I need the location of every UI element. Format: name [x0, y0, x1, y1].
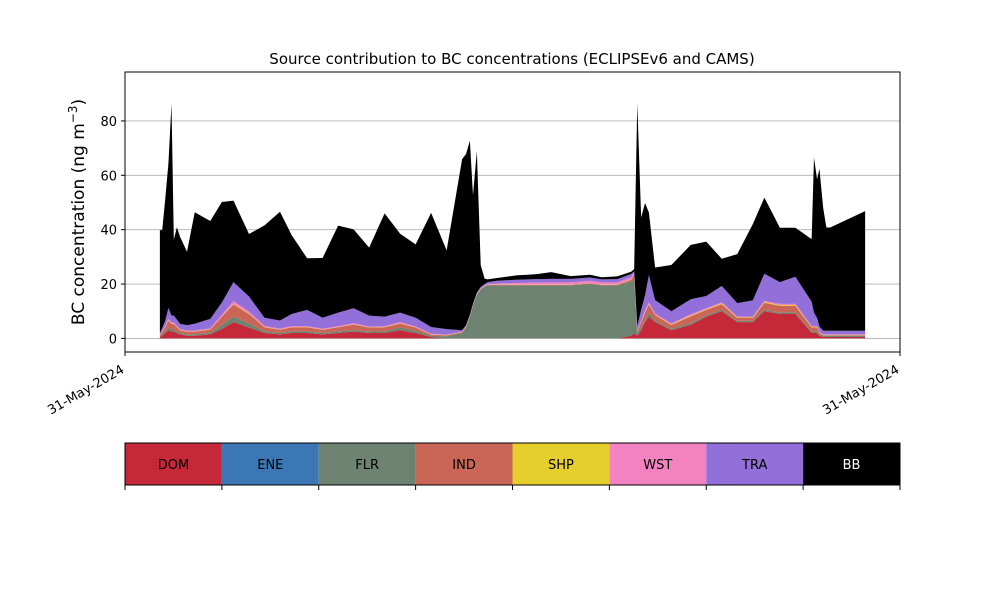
- y-tick-label-20: 20: [100, 278, 117, 293]
- y-axis-title-exponent: −3: [66, 105, 80, 123]
- legend-swatch-ene: [221, 443, 319, 485]
- area-tra: [159, 271, 866, 335]
- y-tick-label-40: 40: [100, 224, 117, 239]
- area-bb: [159, 103, 866, 334]
- legend-label-ind: IND: [452, 458, 476, 473]
- legend-label-dom: DOM: [158, 458, 189, 473]
- y-tick-label-0: 0: [109, 332, 117, 347]
- legend-label-flr: FLR: [355, 458, 379, 473]
- legend-swatch-dom: [125, 443, 222, 485]
- area-ind: [159, 274, 866, 337]
- y-axis-title-close: ): [69, 99, 89, 106]
- legend-swatch-ind: [415, 443, 513, 485]
- legend-swatch-wst: [609, 443, 707, 485]
- x-tick-label-1: 31-May-2024: [820, 362, 902, 418]
- chart-title: Source contribution to BC concentrations…: [269, 50, 754, 68]
- legend-swatch-flr: [318, 443, 416, 485]
- legend-swatch-shp: [512, 443, 610, 485]
- y-tick-label-60: 60: [100, 169, 117, 184]
- x-tick-label-0: 31-May-2024: [45, 362, 127, 418]
- legend: DOM ENE FLR IND SHP WST TRA BB: [124, 442, 901, 490]
- y-axis-title: BC concentration (ng m−3): [66, 99, 89, 325]
- legend-label-ene: ENE: [257, 458, 283, 473]
- area-series: [159, 103, 866, 339]
- legend-swatch-bb: [803, 443, 900, 485]
- x-axis-ticks: 31-May-2024 31-May-2024: [45, 352, 902, 418]
- area-dom: [159, 311, 866, 339]
- y-tick-label-80: 80: [100, 115, 117, 130]
- y-axis-ticks: 0 20 40 60 80: [100, 115, 125, 347]
- legend-swatch-tra: [706, 443, 804, 485]
- legend-label-tra: TRA: [741, 458, 767, 473]
- plot-frame: [124, 71, 901, 353]
- area-flr: [159, 278, 866, 339]
- legend-label-bb: BB: [843, 458, 861, 473]
- y-axis-title-main: BC concentration (ng m: [69, 123, 89, 325]
- legend-label-shp: SHP: [548, 458, 574, 473]
- legend-label-wst: WST: [643, 458, 672, 473]
